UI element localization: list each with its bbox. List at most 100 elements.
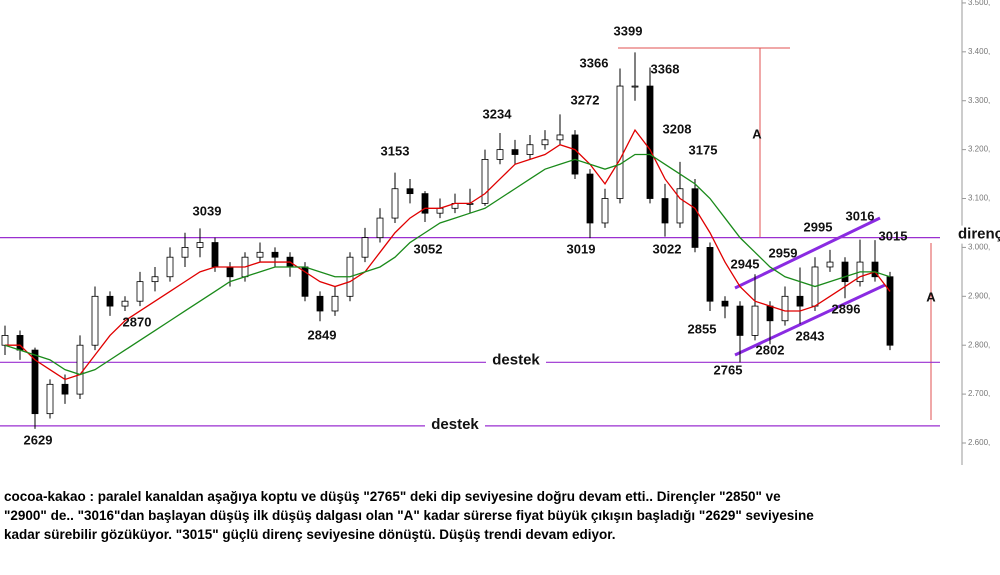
annotation: 2802: [756, 342, 785, 357]
annotation: A: [926, 289, 936, 304]
candle-body: [631, 85, 639, 88]
candle-body: [556, 134, 564, 141]
annotation: 3039: [193, 203, 222, 218]
candle-body: [526, 144, 534, 155]
annotation: 2870: [123, 314, 152, 329]
candle-body: [481, 159, 489, 204]
candle-body: [751, 305, 759, 336]
candle-body: [316, 295, 324, 312]
y-tick-label: 3.200,: [968, 145, 990, 154]
annotation: 3015: [879, 228, 908, 243]
candle-body: [256, 251, 264, 258]
chart: 2.600, 2.700, 2.800, 2.900, 3.000, 3.100, 3.20…: [0, 0, 1000, 465]
moving-average: [5, 128, 891, 381]
level-label: destek: [492, 351, 540, 368]
caption-line: kadar sürebilir gözüküyor. "3015" güçlü …: [4, 527, 616, 542]
label-bg: [956, 225, 1000, 244]
annotation: A: [752, 126, 762, 141]
y-tick-label: 3.300,: [968, 96, 990, 105]
candle-body: [121, 300, 129, 307]
annotation: 2765: [714, 362, 743, 377]
annotation: 3272: [571, 92, 600, 107]
candle-body: [781, 295, 789, 322]
annotation: 2945: [731, 256, 760, 271]
candle-body: [61, 383, 69, 395]
annotation: 2995: [804, 219, 833, 234]
annotation: 2896: [832, 301, 861, 316]
candle-body: [1, 335, 9, 346]
y-tick-label: 2.900,: [968, 291, 990, 300]
annotation: 3366: [580, 55, 609, 70]
y-tick-label: 2.700,: [968, 389, 990, 398]
annotation: 2843: [796, 328, 825, 343]
candle-body: [586, 173, 594, 224]
annotation: 2959: [769, 245, 798, 260]
candle-body: [31, 349, 39, 415]
candle-body: [886, 276, 894, 346]
candle-body: [361, 237, 369, 258]
candle-body: [691, 188, 699, 248]
moving-average: [4, 153, 891, 376]
candle-body: [226, 266, 234, 278]
candle-body: [196, 242, 204, 248]
candle-body: [136, 281, 144, 302]
y-tick-label: 2.600,: [968, 438, 990, 447]
candle-body: [796, 295, 804, 307]
candle-body: [676, 188, 684, 224]
candle-body: [601, 198, 609, 224]
y-tick-label: 3.500,: [968, 0, 990, 7]
level-label: destek: [431, 416, 479, 433]
candle-body: [166, 256, 174, 278]
annotation: 3019: [567, 241, 596, 256]
candle-body: [76, 344, 84, 395]
annotation: 3022: [653, 241, 682, 256]
candle-body: [331, 295, 339, 312]
candle-body: [511, 149, 519, 155]
level-label: direnç: [958, 226, 1000, 243]
label-bg: [486, 351, 546, 370]
candle-body: [406, 188, 414, 195]
candle-body: [181, 247, 189, 258]
candle-body: [91, 295, 99, 346]
annotation: 3016: [846, 208, 875, 223]
caption-line: "2900" de.. "3016"dan başlayan düşüş ilk…: [4, 508, 814, 523]
y-tick-label: 3.400,: [968, 47, 990, 56]
candle-body: [721, 300, 729, 307]
candle-body: [376, 217, 384, 239]
y-tick-label: 2.800,: [968, 340, 990, 349]
candle-body: [151, 276, 159, 283]
candle-body: [826, 261, 834, 268]
annotation: 3175: [689, 142, 718, 157]
annotation: 2629: [24, 432, 53, 447]
candle-body: [211, 242, 219, 268]
annotation: 3368: [651, 61, 680, 76]
candle-body: [841, 261, 849, 283]
annotation: 3208: [663, 121, 692, 136]
candle-body: [871, 261, 879, 278]
annotation: 3234: [483, 106, 513, 121]
candle-body: [46, 383, 54, 415]
candle-body: [736, 305, 744, 336]
candle-body: [646, 85, 654, 199]
y-tick-label: 3.100,: [968, 194, 990, 203]
annotation: 2855: [688, 321, 717, 336]
annotation: 3052: [414, 241, 443, 256]
caption: cocoa-kakao : paralel kanaldan aşağıya k…: [4, 487, 814, 544]
channel-line: [734, 283, 886, 357]
label-bg: [425, 415, 485, 434]
candle-body: [391, 188, 399, 219]
candle-body: [436, 207, 444, 214]
channel-line: [734, 216, 881, 290]
candle-body: [571, 134, 579, 175]
candle-body: [661, 198, 669, 224]
candle-body: [106, 295, 114, 307]
candle-body: [616, 85, 624, 199]
caption-line: cocoa-kakao : paralel kanaldan aşağıya k…: [4, 489, 781, 504]
candle-body: [421, 193, 429, 214]
candle-body: [766, 305, 774, 322]
annotation: 2849: [308, 327, 337, 342]
candle-body: [271, 251, 279, 258]
candle-body: [496, 149, 504, 160]
candle-body: [541, 139, 549, 146]
